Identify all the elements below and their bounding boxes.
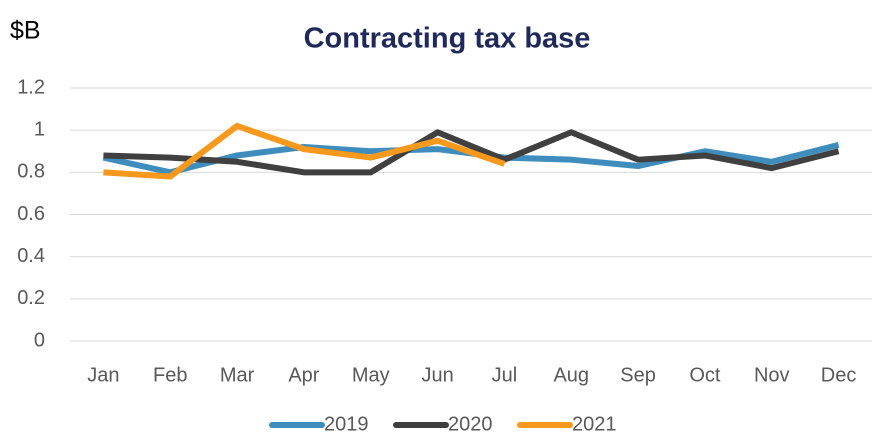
legend-label: 2021 [572,413,617,435]
y-tick-label: 1.2 [17,76,45,98]
y-tick-label: 0.2 [17,287,45,309]
x-tick-label: Dec [821,364,857,386]
x-tick-label: Jun [421,364,453,386]
x-tick-label: Aug [553,364,589,386]
chart-title: Contracting tax base [304,23,591,55]
x-tick-label: Jan [87,364,119,386]
x-tick-label: Mar [220,364,255,386]
x-tick-label: Nov [754,364,790,386]
x-tick-label: Feb [153,364,187,386]
x-tick-label: Apr [288,364,319,386]
legend-label: 2019 [324,413,369,435]
series-line [103,122,506,180]
x-tick-label: Jul [492,364,518,386]
x-tick-label: May [352,364,390,386]
x-tick-label: Oct [689,364,721,386]
series-line [103,129,840,176]
y-tick-label: 0.6 [17,203,45,225]
y-tick-label: 0 [34,329,45,351]
y-axis-label: $B [10,17,41,45]
y-tick-label: 0.4 [17,245,45,267]
y-tick-label: 1 [34,118,45,140]
x-tick-label: Sep [620,364,656,386]
legend-label: 2020 [448,413,493,435]
y-tick-label: 0.8 [17,161,45,183]
